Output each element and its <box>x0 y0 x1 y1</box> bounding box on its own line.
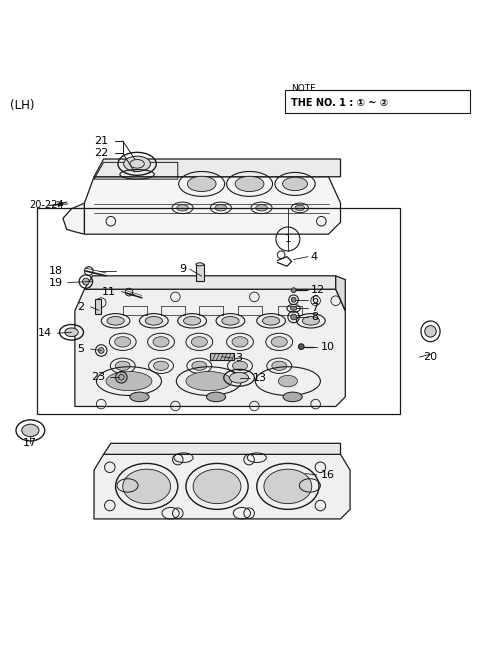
Ellipse shape <box>263 316 280 325</box>
Ellipse shape <box>130 392 149 402</box>
Ellipse shape <box>302 316 320 325</box>
Ellipse shape <box>215 205 227 211</box>
Bar <box>96 299 101 314</box>
Circle shape <box>119 375 124 380</box>
Ellipse shape <box>106 371 152 390</box>
Text: 13: 13 <box>252 373 266 383</box>
Polygon shape <box>336 276 345 310</box>
Text: 12: 12 <box>311 285 325 295</box>
Text: 8: 8 <box>311 312 318 322</box>
Text: 5: 5 <box>77 344 84 354</box>
Text: 14: 14 <box>38 328 52 338</box>
Ellipse shape <box>192 361 207 370</box>
Polygon shape <box>84 276 336 290</box>
Ellipse shape <box>264 469 312 504</box>
Polygon shape <box>94 159 340 177</box>
Ellipse shape <box>425 326 436 337</box>
Ellipse shape <box>283 178 308 191</box>
Ellipse shape <box>196 263 204 266</box>
Circle shape <box>299 344 304 350</box>
Ellipse shape <box>235 176 264 191</box>
Ellipse shape <box>222 316 239 325</box>
Ellipse shape <box>187 176 216 191</box>
Bar <box>36 208 400 414</box>
Ellipse shape <box>256 205 267 211</box>
Ellipse shape <box>154 361 168 370</box>
Text: 21: 21 <box>94 136 108 146</box>
Text: 23: 23 <box>91 372 105 383</box>
Ellipse shape <box>153 337 169 347</box>
Circle shape <box>291 297 296 302</box>
Text: 10: 10 <box>321 342 335 352</box>
Ellipse shape <box>186 371 232 390</box>
Text: 7: 7 <box>311 303 318 313</box>
Text: 3: 3 <box>235 353 242 363</box>
Polygon shape <box>84 177 340 234</box>
Ellipse shape <box>272 361 287 370</box>
Ellipse shape <box>145 316 162 325</box>
Circle shape <box>291 314 297 320</box>
Text: (LH): (LH) <box>10 99 35 112</box>
Ellipse shape <box>283 392 302 402</box>
Ellipse shape <box>271 337 288 347</box>
Ellipse shape <box>229 373 249 383</box>
Circle shape <box>83 278 89 285</box>
Circle shape <box>291 288 296 293</box>
Text: 1: 1 <box>285 234 291 244</box>
Ellipse shape <box>232 337 248 347</box>
Text: 2: 2 <box>77 302 84 312</box>
Ellipse shape <box>206 392 226 402</box>
Ellipse shape <box>115 361 130 370</box>
Bar <box>286 90 470 113</box>
Text: 22: 22 <box>94 148 108 159</box>
Text: 20-224: 20-224 <box>29 200 64 210</box>
Ellipse shape <box>290 307 297 310</box>
Text: 17: 17 <box>24 438 37 448</box>
Polygon shape <box>75 290 345 407</box>
Ellipse shape <box>193 469 241 504</box>
Text: 16: 16 <box>321 470 335 480</box>
Text: 19: 19 <box>49 278 63 288</box>
Ellipse shape <box>124 156 151 172</box>
Ellipse shape <box>191 337 207 347</box>
Text: 6: 6 <box>311 295 318 305</box>
Text: 9: 9 <box>179 264 186 274</box>
Circle shape <box>98 348 104 353</box>
Ellipse shape <box>115 337 131 347</box>
Ellipse shape <box>65 328 78 337</box>
Bar <box>196 265 204 280</box>
Ellipse shape <box>232 361 248 370</box>
Text: 4: 4 <box>311 252 318 261</box>
Ellipse shape <box>107 316 124 325</box>
Bar <box>210 353 234 360</box>
Ellipse shape <box>183 316 201 325</box>
Text: 20: 20 <box>423 352 437 362</box>
Polygon shape <box>104 443 340 455</box>
Ellipse shape <box>295 205 305 210</box>
Text: 11: 11 <box>102 287 116 297</box>
Text: 18: 18 <box>49 266 63 276</box>
Polygon shape <box>63 203 84 234</box>
Ellipse shape <box>177 205 188 211</box>
Polygon shape <box>94 455 350 519</box>
Ellipse shape <box>123 469 170 504</box>
Ellipse shape <box>278 375 298 387</box>
Text: THE NO. 1 : ① ~ ②: THE NO. 1 : ① ~ ② <box>291 98 388 107</box>
Ellipse shape <box>22 424 39 437</box>
Text: NOTE: NOTE <box>291 84 316 93</box>
